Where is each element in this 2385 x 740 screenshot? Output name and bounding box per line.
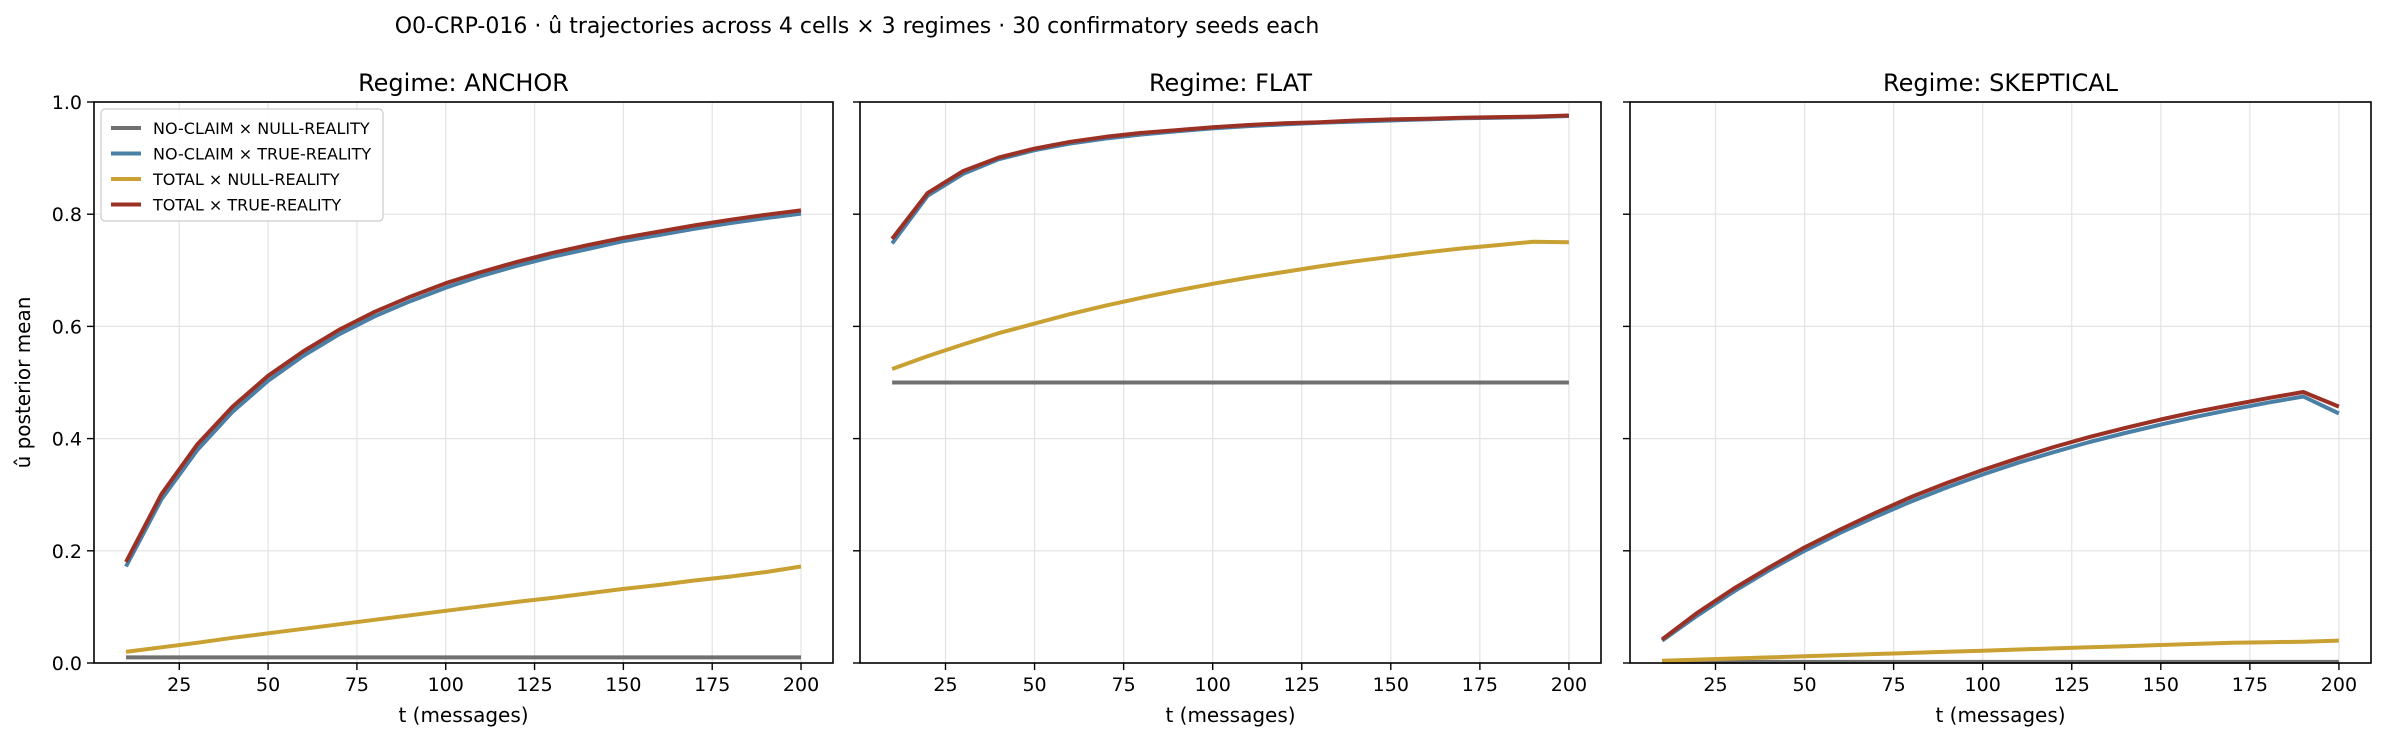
x-tick-label: 200 (783, 674, 819, 696)
chart-panel-regime-skeptical: 25 50 75 100 125 150 175 200 Regime: SKEPTICAL t … (1623, 69, 2372, 727)
series-line-total-null-reality (1662, 638, 2339, 663)
axes-frame (93, 101, 834, 664)
legend-entry-total-null-reality: TOTAL × NULL-REALITY (152, 170, 340, 189)
legend-entry-total-true-reality: TOTAL × TRUE-REALITY (152, 196, 341, 215)
legend: NO-CLAIM × NULL-REALITY NO-CLAIM × TRUE-R… (100, 108, 384, 222)
axes-frame (1629, 101, 2372, 664)
y-tick-label: 0.2 (52, 541, 82, 563)
panel-title: Regime: FLAT (1149, 69, 1312, 97)
series-line-total-null-reality (125, 564, 802, 654)
x-tick-label: 200 (2321, 674, 2357, 696)
x-tick-label: 175 (1462, 674, 1498, 696)
x-tick-label: 125 (1284, 674, 1320, 696)
x-tick-label: 125 (2054, 674, 2090, 696)
y-tick-label: 0.8 (52, 204, 82, 226)
x-tick-label: 125 (516, 674, 552, 696)
axes-frame (859, 101, 1602, 664)
series-line-no-claim-true-reality (1660, 394, 2340, 643)
y-tick-label: 0.4 (52, 429, 82, 451)
series-line-total-null-reality (891, 239, 1569, 371)
x-axis-label: t (messages) (1935, 703, 2065, 727)
x-tick-label: 50 (1022, 674, 1046, 696)
x-tick-label: 150 (1373, 674, 1409, 696)
legend-box (100, 108, 384, 222)
x-tick-label: 25 (1703, 674, 1727, 696)
series-line-total-true-reality (890, 113, 1569, 241)
x-tick-label: 175 (2232, 674, 2268, 696)
x-tick-label: 75 (345, 674, 369, 696)
x-tick-label: 75 (1882, 674, 1906, 696)
x-tick-label: 100 (1965, 674, 2001, 696)
series-line-no-claim-true-reality (124, 211, 802, 568)
chart-panel-regime-anchor: 25 50 75 100 125 150 175 200 0.0 0.2 0.4 0.6 0.8 1.0 R… (11, 69, 834, 727)
series-line-total-true-reality (1660, 390, 2340, 641)
figure-suptitle: O0-CRP-016 · û trajectories across 4 cel… (395, 14, 1320, 39)
x-tick-label: 50 (256, 674, 280, 696)
chart-panel-regime-flat: 25 50 75 100 125 150 175 200 Regime: FLAT t (mess… (853, 69, 1602, 727)
x-tick-label: 150 (605, 674, 641, 696)
panel-title: Regime: ANCHOR (358, 69, 569, 97)
x-tick-label: 25 (167, 674, 191, 696)
x-tick-label: 25 (933, 674, 957, 696)
x-tick-label: 100 (1195, 674, 1231, 696)
x-axis-label: t (messages) (1165, 703, 1295, 727)
x-tick-label: 150 (2143, 674, 2179, 696)
y-tick-label: 0.6 (52, 316, 82, 338)
y-axis-label: û posterior mean (11, 297, 35, 469)
y-tick-label: 0.0 (52, 653, 82, 675)
series-line-no-claim-true-reality (890, 114, 1569, 245)
legend-entry-no-claim-null-reality: NO-CLAIM × NULL-REALITY (153, 119, 370, 138)
x-tick-label: 200 (1551, 674, 1587, 696)
x-axis-label: t (messages) (398, 703, 528, 727)
legend-entry-no-claim-true-reality: NO-CLAIM × TRUE-REALITY (153, 145, 371, 164)
x-tick-label: 75 (1112, 674, 1136, 696)
panel-title: Regime: SKEPTICAL (1883, 69, 2119, 97)
series-line-total-true-reality (124, 208, 802, 563)
y-tick-label: 1.0 (52, 92, 82, 114)
x-tick-label: 100 (428, 674, 464, 696)
x-tick-label: 175 (694, 674, 730, 696)
x-tick-label: 50 (1792, 674, 1816, 696)
